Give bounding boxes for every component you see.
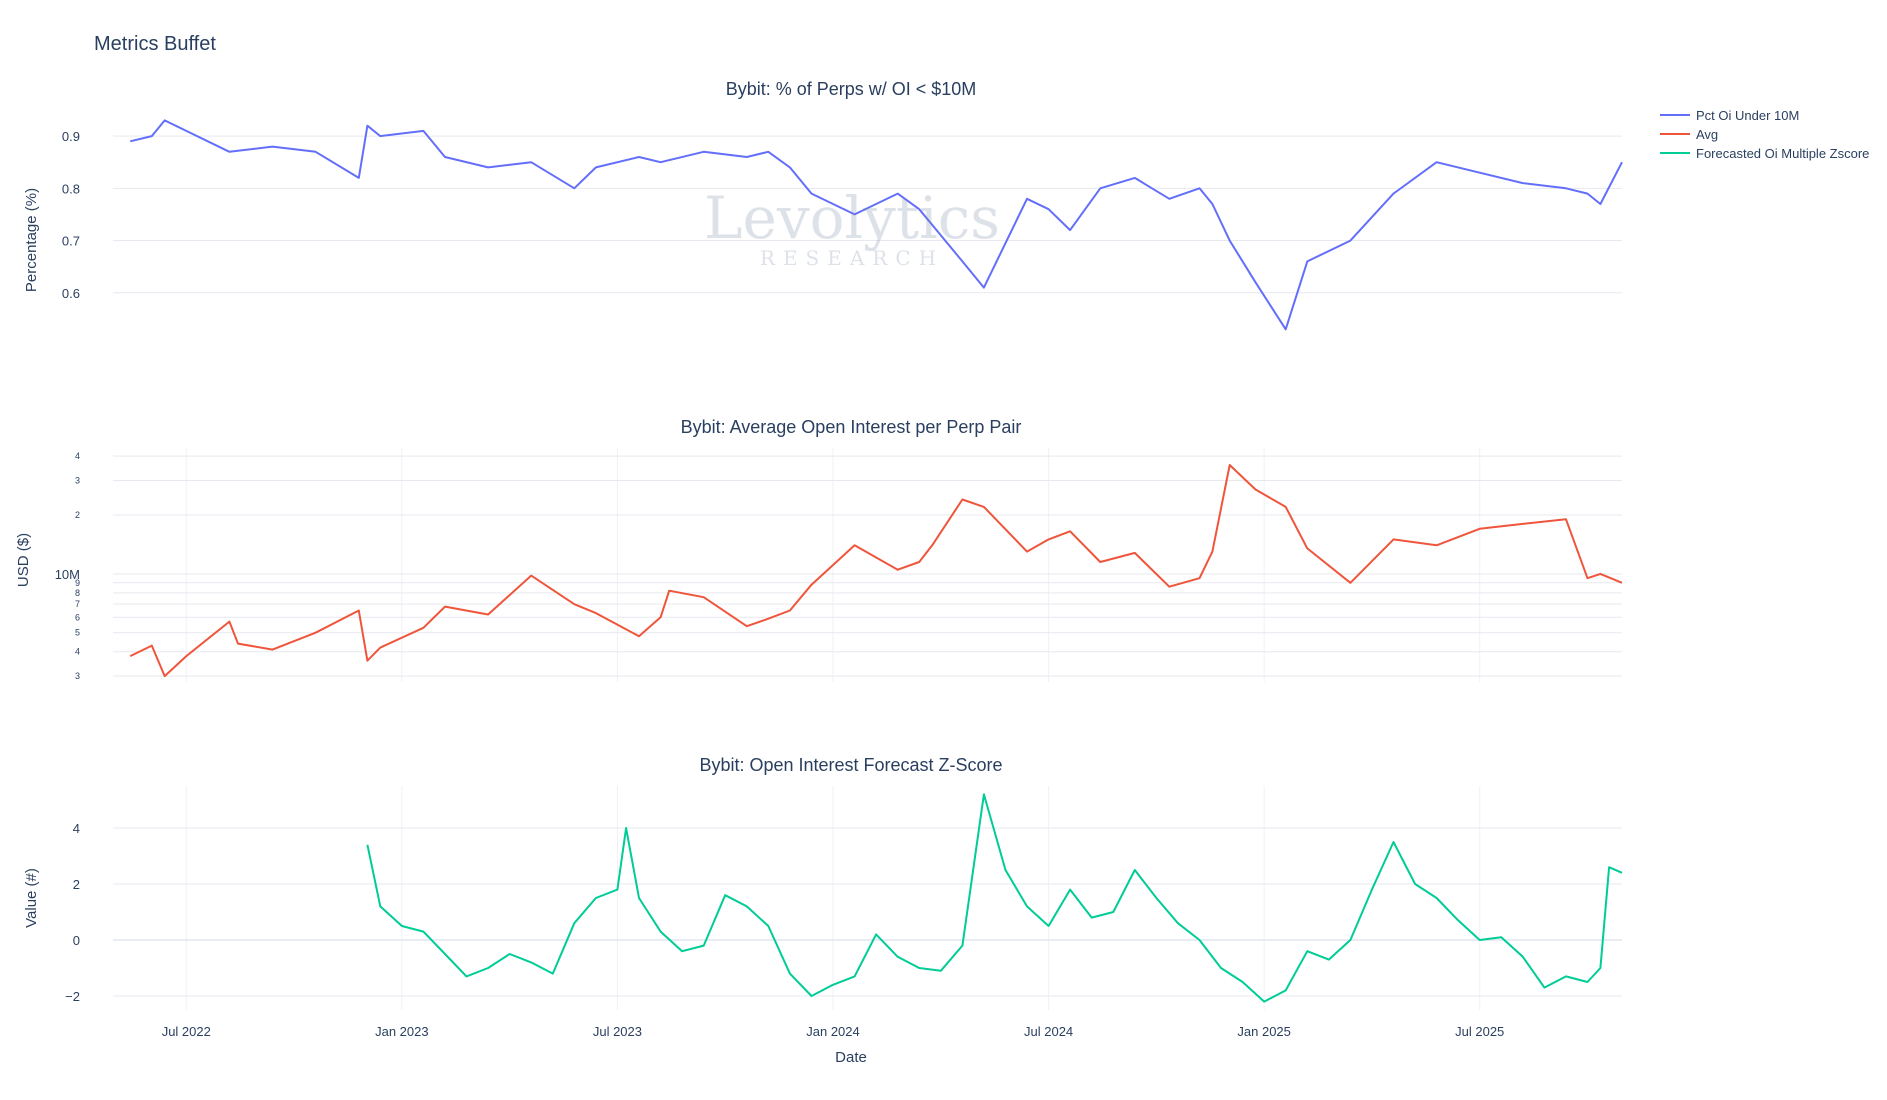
y-axis-label-pct-oi: Percentage (%) <box>23 188 40 292</box>
legend-item-pct-oi[interactable]: Pct Oi Under 10M <box>1660 108 1799 123</box>
y-ticks-pct-oi: 0.6 0.7 0.8 0.9 <box>62 129 80 301</box>
x-tick-label: Jul 2025 <box>1455 1024 1504 1039</box>
y-axis-label-avg-oi: USD ($) <box>15 533 32 587</box>
series-line <box>366 793 1623 1003</box>
y-tick-label: 0.6 <box>62 286 80 301</box>
panel-oi-forecast-zscore: Bybit: Open Interest Forecast Z-Score Va… <box>23 755 1623 1010</box>
panel-title-zscore: Bybit: Open Interest Forecast Z-Score <box>699 755 1002 775</box>
legend-item-avg[interactable]: Avg <box>1660 127 1718 142</box>
y-tick-label: 3 <box>75 476 80 486</box>
gridlines-avg-oi <box>113 448 1622 682</box>
x-axis-ticks: Jul 2022 Jan 2023 Jul 2023 Jan 2024 Jul 2024… <box>162 1024 1505 1039</box>
y-tick-label: 9 <box>75 578 80 588</box>
y-tick-label: 2 <box>75 510 80 520</box>
figure-title: Metrics Buffet <box>94 33 216 55</box>
y-tick-label: 4 <box>75 647 80 657</box>
x-axis-label: Date <box>835 1049 867 1066</box>
x-tick-label: Jul 2022 <box>162 1024 211 1039</box>
x-tick-label: Jan 2025 <box>1237 1024 1291 1039</box>
y-tick-label: 4 <box>75 451 80 461</box>
panel-title-pct-oi: Bybit: % of Perps w/ OI < $10M <box>726 79 977 99</box>
series-avg-oi <box>129 464 1623 678</box>
gridlines-pct-oi <box>113 135 1622 294</box>
y-tick-label: 0.9 <box>62 129 80 144</box>
watermark: Levolytics RESEARCH <box>704 184 1000 270</box>
panel-pct-oi-under-10m: Bybit: % of Perps w/ OI < $10M Percentag… <box>23 79 1623 331</box>
series-line <box>129 119 1623 331</box>
x-tick-label: Jan 2024 <box>806 1024 860 1039</box>
legend-item-zscore[interactable]: Forecasted Oi Multiple Zscore <box>1660 146 1869 161</box>
y-axis-label-zscore: Value (#) <box>23 868 40 928</box>
legend-label-zscore: Forecasted Oi Multiple Zscore <box>1696 146 1869 161</box>
y-tick-label: 5 <box>75 628 80 638</box>
watermark-logo: Levolytics <box>704 184 1000 252</box>
y-ticks-zscore: −2 0 2 4 <box>65 821 80 1004</box>
x-tick-label: Jul 2024 <box>1024 1024 1073 1039</box>
x-tick-label: Jan 2023 <box>375 1024 429 1039</box>
y-tick-label: −2 <box>65 989 80 1004</box>
y-tick-label: 6 <box>75 612 80 622</box>
y-tick-label: 0.8 <box>62 181 80 196</box>
series-line <box>129 464 1623 678</box>
panel-avg-open-interest: Bybit: Average Open Interest per Perp Pa… <box>15 417 1623 682</box>
y-tick-label: 2 <box>73 877 80 892</box>
y-tick-label: 0.7 <box>62 234 80 249</box>
y-tick-label: 0 <box>73 933 80 948</box>
watermark-subtext: RESEARCH <box>760 246 944 270</box>
legend: Pct Oi Under 10M Avg Forecasted Oi Multi… <box>1660 108 1869 161</box>
y-tick-label: 8 <box>75 588 80 598</box>
panel-title-avg-oi: Bybit: Average Open Interest per Perp Pa… <box>681 417 1022 437</box>
x-tick-label: Jul 2023 <box>593 1024 642 1039</box>
gridlines-zscore <box>113 786 1622 1010</box>
y-tick-label: 4 <box>73 821 80 836</box>
series-pct-oi <box>129 119 1623 331</box>
legend-label-pct-oi: Pct Oi Under 10M <box>1696 108 1799 123</box>
y-tick-label: 10M <box>55 567 80 582</box>
legend-label-avg: Avg <box>1696 127 1718 142</box>
series-zscore <box>366 793 1623 1003</box>
y-tick-label: 7 <box>75 599 80 609</box>
y-tick-label: 3 <box>75 671 80 681</box>
